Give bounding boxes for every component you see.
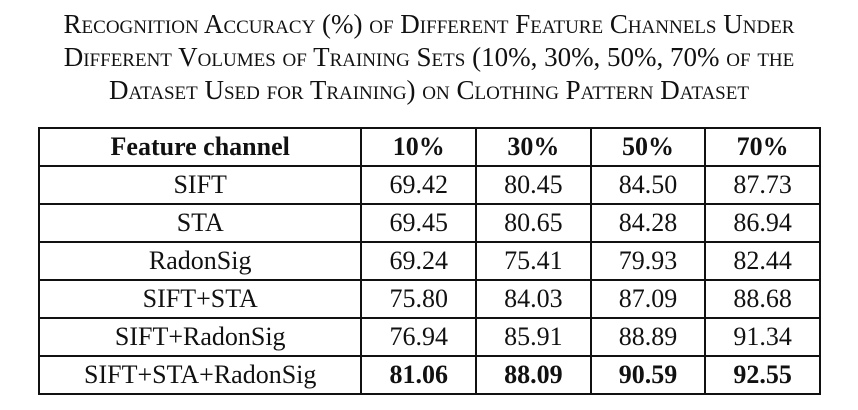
row-label: STA	[37, 203, 363, 243]
table-cell: 84.50	[589, 165, 707, 205]
table-cell-best: 88.09	[475, 355, 592, 395]
table-cell: 87.09	[589, 279, 707, 319]
table-cell-best: 90.59	[589, 355, 707, 395]
table-cell: 84.03	[475, 279, 592, 319]
header-70-percent: 70%	[704, 127, 821, 167]
table-caption: Recognition Accuracy (%) of Different Fe…	[0, 8, 858, 107]
row-label: SIFT+STA	[37, 279, 363, 319]
table-cell: 79.93	[589, 241, 707, 281]
row-label: SIFT+STA+RadonSig	[37, 355, 363, 395]
table-cell: 85.91	[475, 317, 592, 357]
row-label: SIFT+RadonSig	[37, 317, 363, 357]
table-cell: 69.45	[360, 203, 478, 243]
table-cell: 86.94	[704, 203, 821, 243]
table-cell: 75.41	[475, 241, 592, 281]
row-label: SIFT	[37, 165, 363, 205]
table-row: STA 69.45 80.65 84.28 86.94	[37, 203, 821, 243]
table-row: SIFT+STA+RadonSig 81.06 88.09 90.59 92.5…	[37, 355, 821, 395]
header-50-percent: 50%	[589, 127, 707, 167]
table-cell: 69.24	[360, 241, 478, 281]
caption-line-3: Dataset Used for Training) on Clothing P…	[109, 75, 749, 105]
caption-line-1: Recognition Accuracy (%) of Different Fe…	[63, 9, 795, 39]
table-cell: 84.28	[589, 203, 707, 243]
table-row: SIFT+STA 75.80 84.03 87.09 88.68	[37, 279, 821, 319]
table-cell: 80.65	[475, 203, 592, 243]
table-cell: 76.94	[360, 317, 478, 357]
table-cell-best: 81.06	[360, 355, 478, 395]
table-cell: 88.68	[704, 279, 821, 319]
header-feature-channel: Feature channel	[37, 127, 363, 167]
accuracy-table: Feature channel 10% 30% 50% 70% SIFT 69.…	[37, 127, 821, 395]
table-cell: 80.45	[475, 165, 592, 205]
table-row: SIFT+RadonSig 76.94 85.91 88.89 91.34	[37, 317, 821, 357]
table-cell-best: 92.55	[704, 355, 821, 395]
header-row: Feature channel 10% 30% 50% 70%	[37, 127, 821, 167]
table-cell: 87.73	[704, 165, 821, 205]
table-row: SIFT 69.42 80.45 84.50 87.73	[37, 165, 821, 205]
table-row: RadonSig 69.24 75.41 79.93 82.44	[37, 241, 821, 281]
header-10-percent: 10%	[360, 127, 478, 167]
table-cell: 82.44	[704, 241, 821, 281]
row-label: RadonSig	[37, 241, 363, 281]
table-cell: 75.80	[360, 279, 478, 319]
table-cell: 88.89	[589, 317, 707, 357]
table-cell: 69.42	[360, 165, 478, 205]
header-30-percent: 30%	[475, 127, 592, 167]
table-cell: 91.34	[704, 317, 821, 357]
caption-line-2: Different Volumes of Training Sets (10%,…	[63, 42, 795, 72]
